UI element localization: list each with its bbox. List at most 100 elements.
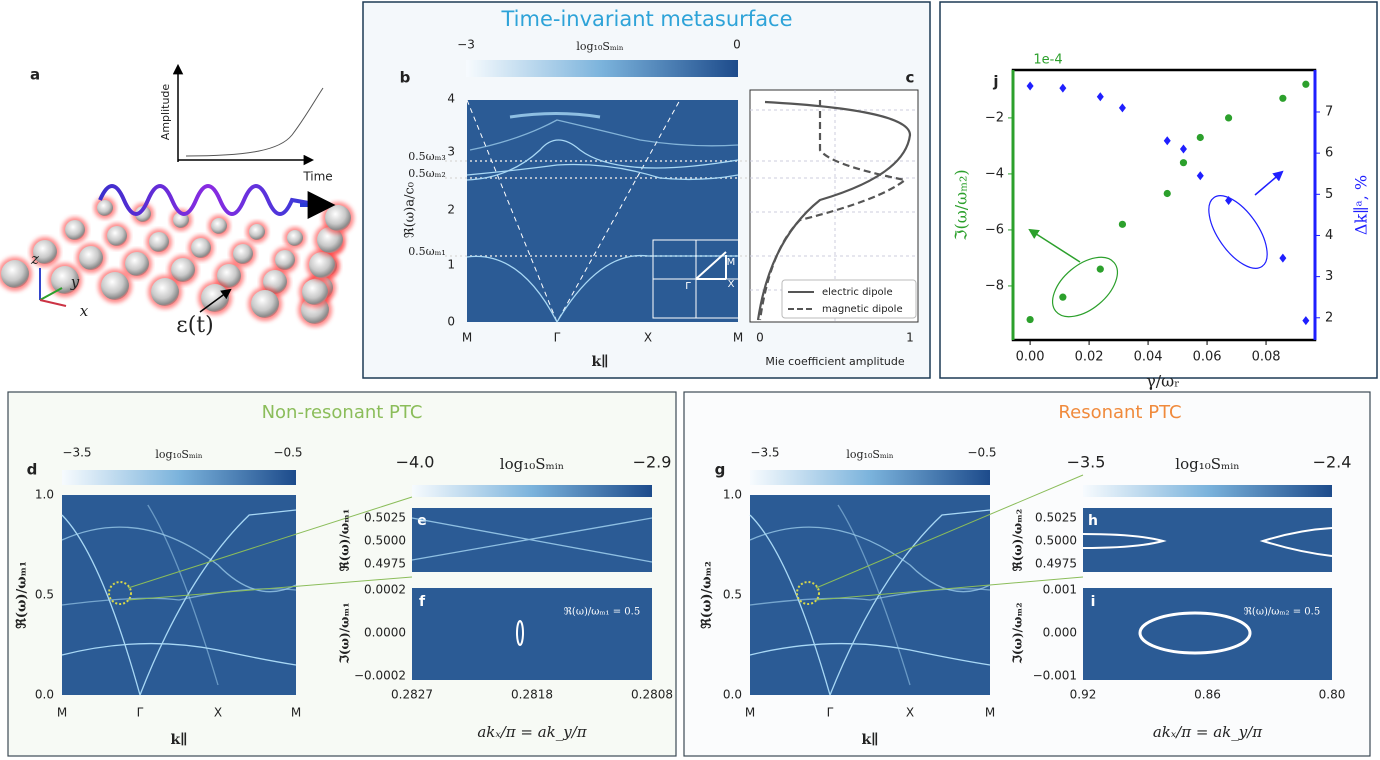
label: M	[727, 257, 736, 268]
label: −3.5	[62, 446, 91, 460]
label: 0.0	[35, 688, 54, 702]
label: log₁₀Sₘᵢₙ	[846, 448, 893, 461]
y2-tick-label: 5	[1325, 187, 1333, 202]
label: 0	[447, 315, 455, 329]
y2-tick-label: 2	[1325, 310, 1333, 325]
label: ℑ(ω)/ωₘ₁	[338, 603, 352, 665]
sphere	[101, 272, 129, 300]
label: 0.001	[1043, 583, 1077, 597]
label: 0.5	[35, 588, 54, 602]
label: 0.5000	[364, 534, 406, 548]
point	[1197, 134, 1204, 141]
label: j	[992, 73, 998, 91]
label: 0.5025	[1035, 511, 1077, 525]
label: k∥	[861, 732, 878, 748]
x-tick-label: 0.00	[1016, 350, 1045, 365]
colorbar	[466, 60, 738, 77]
label: 0.4975	[1035, 557, 1077, 571]
sphere	[1, 260, 29, 288]
label: 1.0	[35, 488, 54, 502]
point	[1119, 221, 1126, 228]
label: Γ	[137, 706, 144, 720]
label: M	[291, 706, 301, 720]
colorbar	[62, 470, 296, 485]
point	[1302, 81, 1309, 88]
label: −0.5	[967, 446, 996, 460]
label: ℜ(ω)/ωₘ₂	[700, 561, 715, 629]
label: Δk∥ᵃ, %	[1352, 175, 1371, 235]
label: −3	[457, 38, 475, 52]
label: ℜ(ω)/ωₘ₁	[338, 509, 352, 571]
label: 0.80	[1319, 688, 1346, 702]
label: X	[906, 706, 914, 720]
figure: aAmplitudeTimezyxε(t)Time-invariant meta…	[0, 0, 1380, 760]
label: −0.0002	[354, 669, 406, 683]
label: −3.5	[750, 446, 779, 460]
point	[1180, 159, 1187, 166]
label: log₁₀Sₘᵢₙ	[1175, 455, 1239, 473]
label: 1	[906, 331, 914, 345]
panel-box	[940, 2, 1377, 378]
point	[1059, 294, 1066, 301]
label: M	[745, 706, 755, 720]
label: f	[419, 594, 426, 610]
label: log₁₀Sₘᵢₙ	[155, 448, 202, 461]
heatmap	[1083, 588, 1332, 680]
label: Amplitude	[159, 84, 172, 141]
label: akₓ/π = ak_y/π	[1153, 723, 1263, 741]
label: akₓ/π = ak_y/π	[477, 723, 587, 741]
label: ℜ(ω)/ωₘ₂	[1011, 509, 1025, 571]
heatmap	[467, 100, 738, 322]
label: Time-invariant metasurface	[500, 7, 792, 31]
label: ℜ(ω)a/c₀	[403, 182, 418, 238]
x-tick-label: 0.08	[1252, 350, 1281, 365]
label: 0.5ωₘ₁	[408, 245, 446, 258]
sphere-array	[0, 197, 354, 327]
sphere	[287, 230, 303, 246]
label: 0	[756, 331, 764, 345]
label: 0.0	[723, 688, 742, 702]
label: Γ	[827, 706, 834, 720]
sphere	[149, 232, 169, 252]
label: log₁₀Sₘᵢₙ	[500, 455, 564, 473]
label: −3.5	[1067, 453, 1106, 472]
label: Resonant PTC	[1058, 402, 1181, 423]
y2-tick-label: 3	[1325, 269, 1333, 284]
label: X	[728, 279, 735, 290]
label: h	[1088, 513, 1098, 529]
colorbar	[412, 485, 652, 497]
label: −4.0	[396, 453, 435, 472]
label: c	[906, 69, 915, 87]
label: Non-resonant PTC	[262, 402, 423, 423]
label: 0.92	[1070, 688, 1097, 702]
y-tick-label: −6	[985, 222, 1004, 237]
y-tick-label: −2	[985, 110, 1004, 125]
heatmap	[62, 495, 296, 695]
sphere	[302, 279, 328, 305]
label: x	[80, 302, 89, 320]
label: ε(t)	[176, 313, 213, 338]
label: 1.0	[723, 488, 742, 502]
point	[1225, 114, 1232, 121]
label: Γ	[685, 281, 691, 292]
y2-tick-label: 7	[1325, 104, 1333, 119]
label: ℜ(ω)/ωₘ₂ = 0.5	[1244, 607, 1320, 618]
sphere	[151, 278, 179, 306]
label: 1e-4	[1033, 53, 1062, 68]
label: b	[400, 69, 411, 87]
label: 1	[447, 258, 455, 272]
label: 2	[447, 203, 455, 217]
label: M	[57, 706, 67, 720]
sphere	[251, 290, 279, 318]
point	[1027, 316, 1034, 323]
y2-tick-label: 6	[1325, 146, 1333, 161]
label: 0.2827	[391, 688, 433, 702]
label: 0.0000	[364, 626, 406, 640]
label: 0.5	[723, 588, 742, 602]
label: −0.001	[1033, 669, 1077, 683]
label: Mie coefficient amplitude	[765, 355, 904, 368]
sphere	[233, 244, 253, 264]
heatmap	[1083, 508, 1332, 572]
label: Γ	[554, 331, 561, 345]
y2-tick-label: 4	[1325, 228, 1333, 243]
